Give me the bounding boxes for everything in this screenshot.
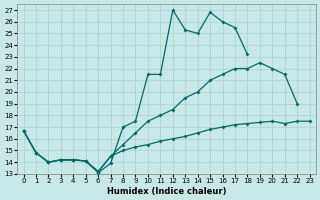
X-axis label: Humidex (Indice chaleur): Humidex (Indice chaleur): [107, 187, 226, 196]
